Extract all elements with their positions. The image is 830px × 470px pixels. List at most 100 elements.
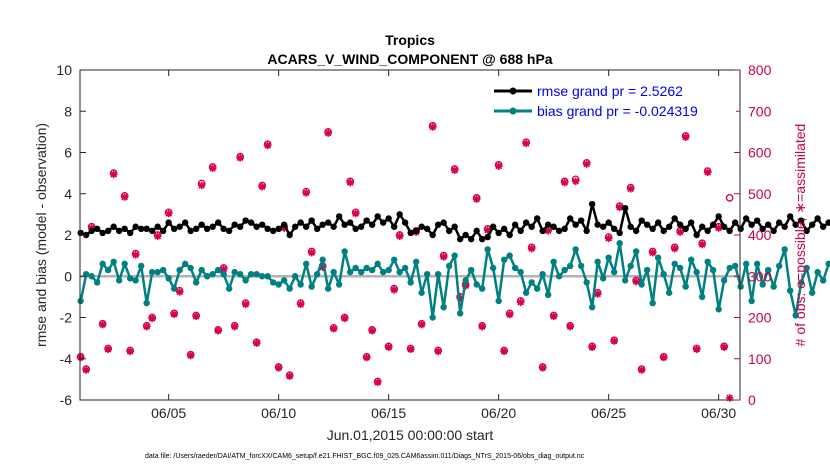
bias-point [814,268,821,276]
bias-point [572,246,579,253]
bias-point [506,252,513,259]
rmse-point [803,227,810,235]
bias-point [605,254,612,261]
asterisk-stroke [506,311,513,318]
asterisk-stroke [214,327,222,335]
rmse-point [495,229,502,237]
rmse-point [126,229,134,237]
bias-point [412,258,420,266]
obs-assimilated-marker [434,347,442,356]
obs-assimilated-marker [626,185,635,193]
asterisk-stroke [352,210,359,217]
bias-point [511,264,519,272]
legend-rmse-label: rmse grand pr = 2.5262 [537,83,683,99]
bias-point [720,277,728,284]
asterisk-stroke [517,298,524,306]
obs-assimilated-marker [703,168,712,177]
bias-line [79,242,830,319]
bias-point [522,289,530,296]
rmse-point [478,235,486,243]
bias-point [258,273,266,280]
bias-point [143,299,150,307]
asterisk-stroke [82,366,90,374]
obs-assimilated-marker [428,123,437,131]
asterisk-stroke [418,321,425,328]
rmse-point [363,217,370,224]
bias-point [561,266,568,274]
rmse-point [489,223,497,230]
obs-assimilated-marker [340,314,349,323]
rmse-point [781,223,788,230]
rmse-point [352,225,359,233]
rmse-point [726,227,733,235]
asterisk-stroke [704,168,711,176]
rmse-point [368,221,376,228]
bias-point [363,264,370,272]
bias-point [462,277,469,284]
bias-point [335,281,343,288]
bias-point [693,268,700,276]
obs-assimilated-marker [417,320,426,329]
rmse-point [500,225,508,233]
bias-point [242,277,249,284]
asterisk-stroke [407,345,414,353]
obs-assimilated-marker [324,129,332,137]
rmse-point [396,211,403,218]
asterisk-stroke [242,300,249,308]
asterisk-stroke [473,195,480,203]
rmse-point [583,227,590,235]
rmse-point [704,227,711,235]
bias-point [825,260,830,268]
obs-assimilated-marker [571,177,580,186]
y-right-tick-label: 100 [748,351,772,367]
asterisk-stroke [374,378,381,386]
bias-point [616,240,623,247]
rmse-point [187,227,194,235]
obs-assimilated-marker [670,244,679,253]
bias-point [170,285,178,292]
obs-assimilated-marker [346,178,354,187]
asterisk-stroke [297,300,304,308]
bias-point [396,268,403,276]
bias-point [583,279,590,286]
rmse-point [115,227,123,235]
rmse-point [638,217,645,224]
rmse-point [121,225,128,233]
asterisk-stroke [390,286,398,294]
asterisk-stroke [495,162,502,170]
bias-point [137,262,145,270]
bias-point [671,260,678,268]
x-axis-label: Jun.01,2015 00:00:00 start [327,427,494,443]
bias-point [401,264,409,272]
footnote-data-file: data file: /Users/raeder/DAI/ATM_forcXX/… [145,453,585,460]
asterisk-stroke [676,228,684,236]
asterisk-stroke [649,249,656,257]
bias-point [302,260,310,268]
asterisk-stroke [264,142,271,149]
asterisk-stroke [583,160,590,168]
asterisk-stroke [368,327,376,335]
y-axis-right: 0 100 200 300 400 500 600 700 800 [734,62,772,408]
bias-point [275,281,282,288]
bias-point [742,260,750,268]
x-axis: 06/05 06/10 06/15 06/20 06/25 06/30 [151,70,736,421]
rmse-point [825,219,830,226]
bias-point [291,273,299,280]
legend-bias-label: bias grand pr = -0.024319 [537,103,698,119]
chart-title: Tropics [385,32,435,48]
bias-point [748,297,755,305]
rmse-point [517,227,524,235]
rmse-point [379,219,387,226]
rmse-point [407,229,414,237]
asterisk-stroke [544,227,552,235]
y-tick-label: 0 [64,268,72,284]
obs-assimilated-marker [329,324,338,333]
asterisk-stroke [478,323,486,330]
asterisk-stroke [682,133,689,141]
rmse-point [786,213,794,220]
bias-point [467,266,475,274]
bias-point [550,258,557,266]
y-tick-label: 4 [64,186,72,202]
rmse-point [247,219,255,226]
bias-point [709,266,717,274]
